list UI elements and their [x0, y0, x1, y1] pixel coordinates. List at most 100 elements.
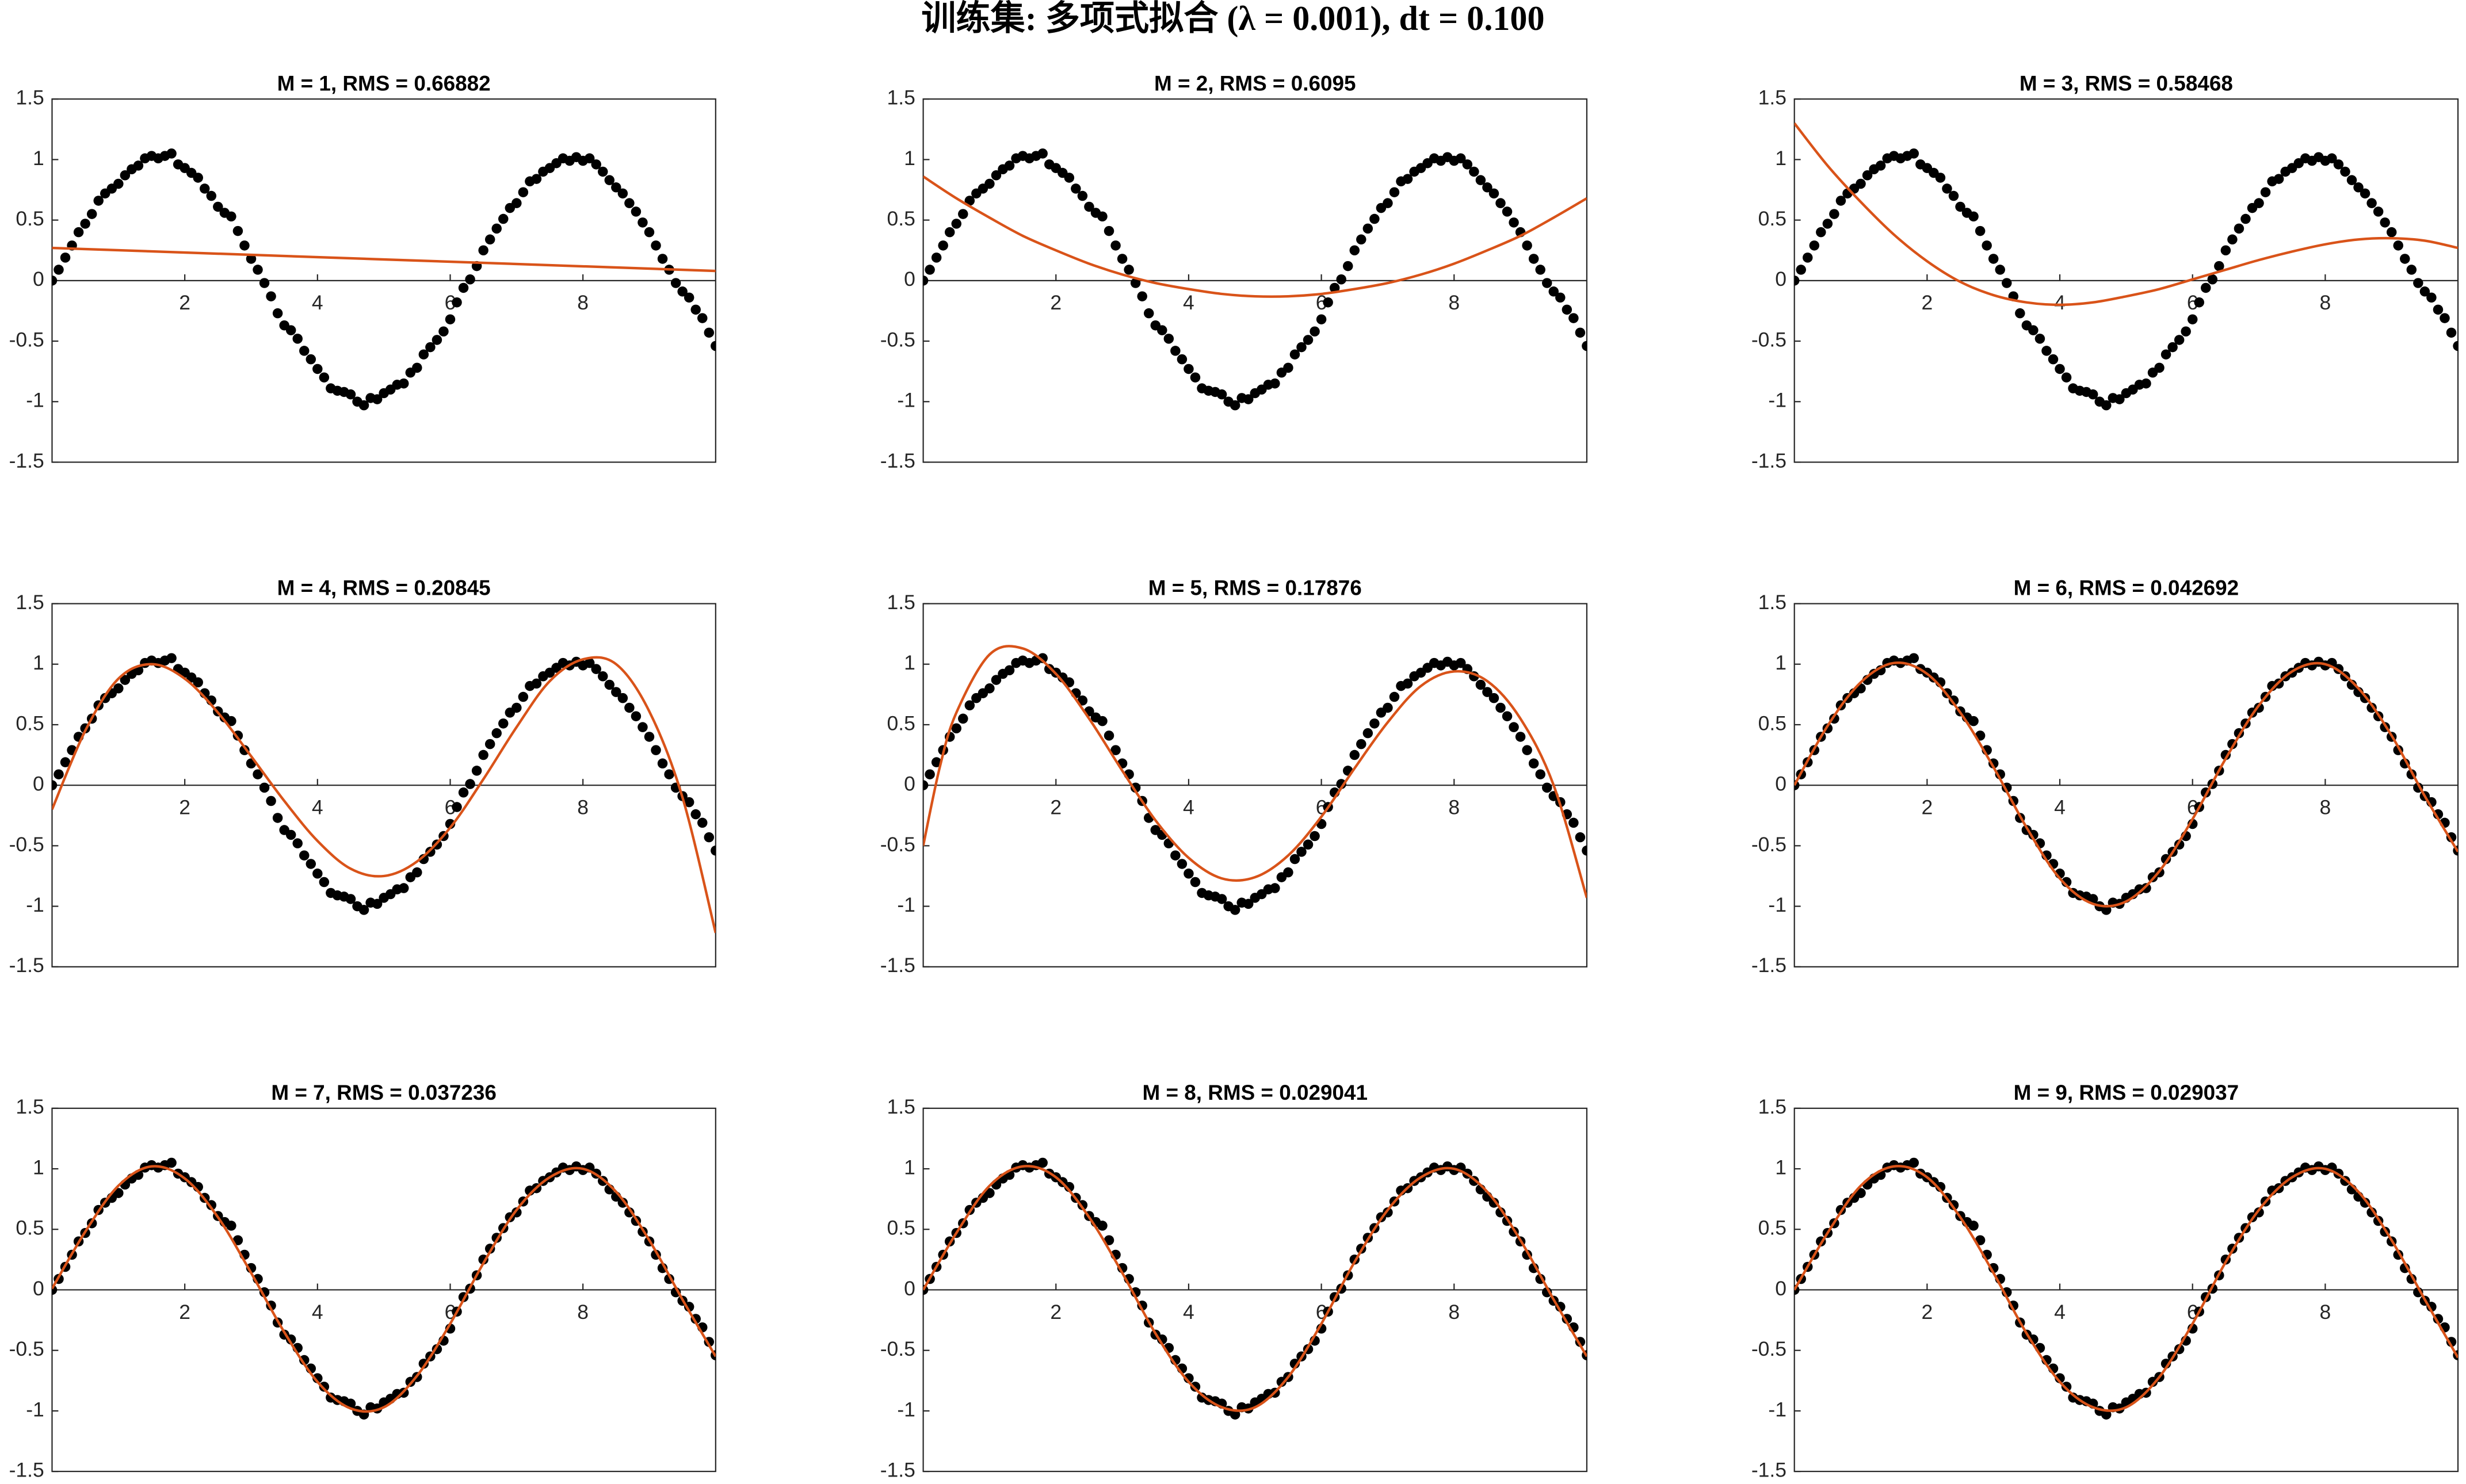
y-tick-label: 0.5: [16, 1217, 44, 1240]
subplot-title: M = 1, RMS = 0.66882: [277, 71, 491, 95]
data-point: [991, 170, 1002, 181]
data-point: [651, 745, 661, 755]
data-point: [1349, 749, 1360, 760]
y-tick-label: -0.5: [9, 1337, 44, 1360]
data-point: [604, 679, 615, 690]
data-point: [684, 292, 694, 303]
data-point: [166, 148, 177, 159]
data-point: [292, 334, 303, 344]
data-point: [664, 769, 674, 779]
data-point: [86, 209, 97, 219]
subplot-title: M = 6, RMS = 0.042692: [2014, 576, 2239, 600]
data-point: [166, 1157, 177, 1168]
y-tick-label: -1.5: [9, 449, 44, 472]
data-point: [2386, 227, 2397, 238]
x-tick-label: 4: [1183, 1301, 1194, 1324]
data-point: [1488, 693, 1499, 703]
x-tick-label: 8: [2319, 1301, 2331, 1324]
data-point: [299, 850, 310, 860]
data-point: [711, 341, 716, 351]
y-tick-label: 0: [33, 267, 44, 290]
data-point: [511, 702, 522, 713]
plot-area: [1794, 122, 2459, 411]
data-point: [925, 769, 935, 779]
y-tick-label: 0: [904, 267, 915, 290]
y-tick-label: 0.5: [887, 207, 915, 230]
data-point: [1303, 839, 1314, 850]
data-point: [1495, 198, 1506, 208]
data-point: [644, 227, 655, 238]
data-point: [624, 1207, 635, 1218]
data-point: [1342, 261, 1353, 271]
data-point: [1283, 867, 1293, 878]
data-point: [1528, 758, 1539, 769]
data-point: [1582, 846, 1587, 856]
data-point: [1037, 1157, 1048, 1168]
x-tick-label: 4: [312, 291, 323, 314]
x-tick-label: 8: [2319, 796, 2331, 819]
x-tick-label: 4: [2054, 796, 2066, 819]
y-tick-label: -0.5: [1751, 1337, 1786, 1360]
data-point: [471, 766, 482, 776]
y-tick-label: 0: [904, 772, 915, 795]
data-point: [624, 702, 635, 713]
y-tick-label: -1.5: [880, 1459, 915, 1482]
data-point: [657, 254, 668, 264]
data-point: [498, 718, 509, 729]
y-tick-label: -1: [897, 1398, 915, 1421]
y-tick-label: 0.5: [887, 1217, 915, 1240]
data-point: [1482, 687, 1492, 697]
data-point: [2002, 278, 2012, 288]
data-point: [984, 1188, 995, 1198]
data-point: [631, 711, 642, 721]
data-point: [1515, 732, 1526, 742]
subplot-title: M = 9, RMS = 0.029037: [2014, 1081, 2239, 1104]
y-tick-label: 1.5: [1758, 591, 1786, 614]
data-point: [1948, 190, 1959, 201]
data-point: [272, 813, 283, 823]
data-point: [226, 211, 236, 222]
data-point: [518, 187, 529, 197]
data-point: [1955, 201, 1965, 212]
data-point: [951, 219, 962, 229]
y-tick-label: -1: [26, 389, 44, 412]
data-point: [2141, 378, 2151, 389]
data-point: [1177, 859, 1188, 869]
data-point: [1077, 695, 1088, 706]
data-point: [52, 276, 58, 286]
data-point: [1064, 173, 1075, 183]
y-tick-label: 1.5: [887, 86, 915, 109]
subplot: M = 4, RMS = 0.20845 -1.5 -1 -0.5 0 0.5 1 1.5 2 4…: [9, 576, 716, 977]
data-point: [1555, 292, 1566, 303]
plot-area: [1794, 653, 2459, 915]
data-point: [2380, 217, 2390, 228]
data-point: [931, 253, 942, 263]
data-point: [1369, 718, 1380, 729]
subplot: M = 3, RMS = 0.58468 -1.5 -1 -0.5 0 0.5 1 1.5 2 4…: [1751, 71, 2459, 472]
data-point: [399, 378, 409, 389]
data-point: [239, 240, 250, 251]
data-point: [478, 749, 488, 760]
data-point: [1270, 883, 1280, 893]
data-point: [1528, 254, 1539, 264]
fit-curve: [923, 1165, 1587, 1412]
y-tick-label: 1: [1775, 1156, 1786, 1179]
data-point: [611, 687, 621, 697]
data-point: [598, 166, 608, 177]
data-point: [478, 245, 488, 255]
data-point: [1323, 297, 1333, 308]
x-tick-label: 8: [577, 796, 589, 819]
data-point: [358, 905, 369, 915]
data-point: [1968, 1221, 1979, 1231]
data-point: [1475, 679, 1486, 690]
data-point: [1117, 254, 1128, 264]
data-point: [518, 691, 529, 702]
y-tick-label: -0.5: [880, 328, 915, 351]
x-tick-label: 4: [2054, 291, 2066, 314]
data-point: [1356, 739, 1366, 749]
data-point: [2333, 159, 2344, 170]
data-point: [617, 693, 628, 703]
data-point: [1104, 730, 1114, 741]
data-point: [1170, 346, 1181, 356]
data-point: [584, 657, 595, 668]
